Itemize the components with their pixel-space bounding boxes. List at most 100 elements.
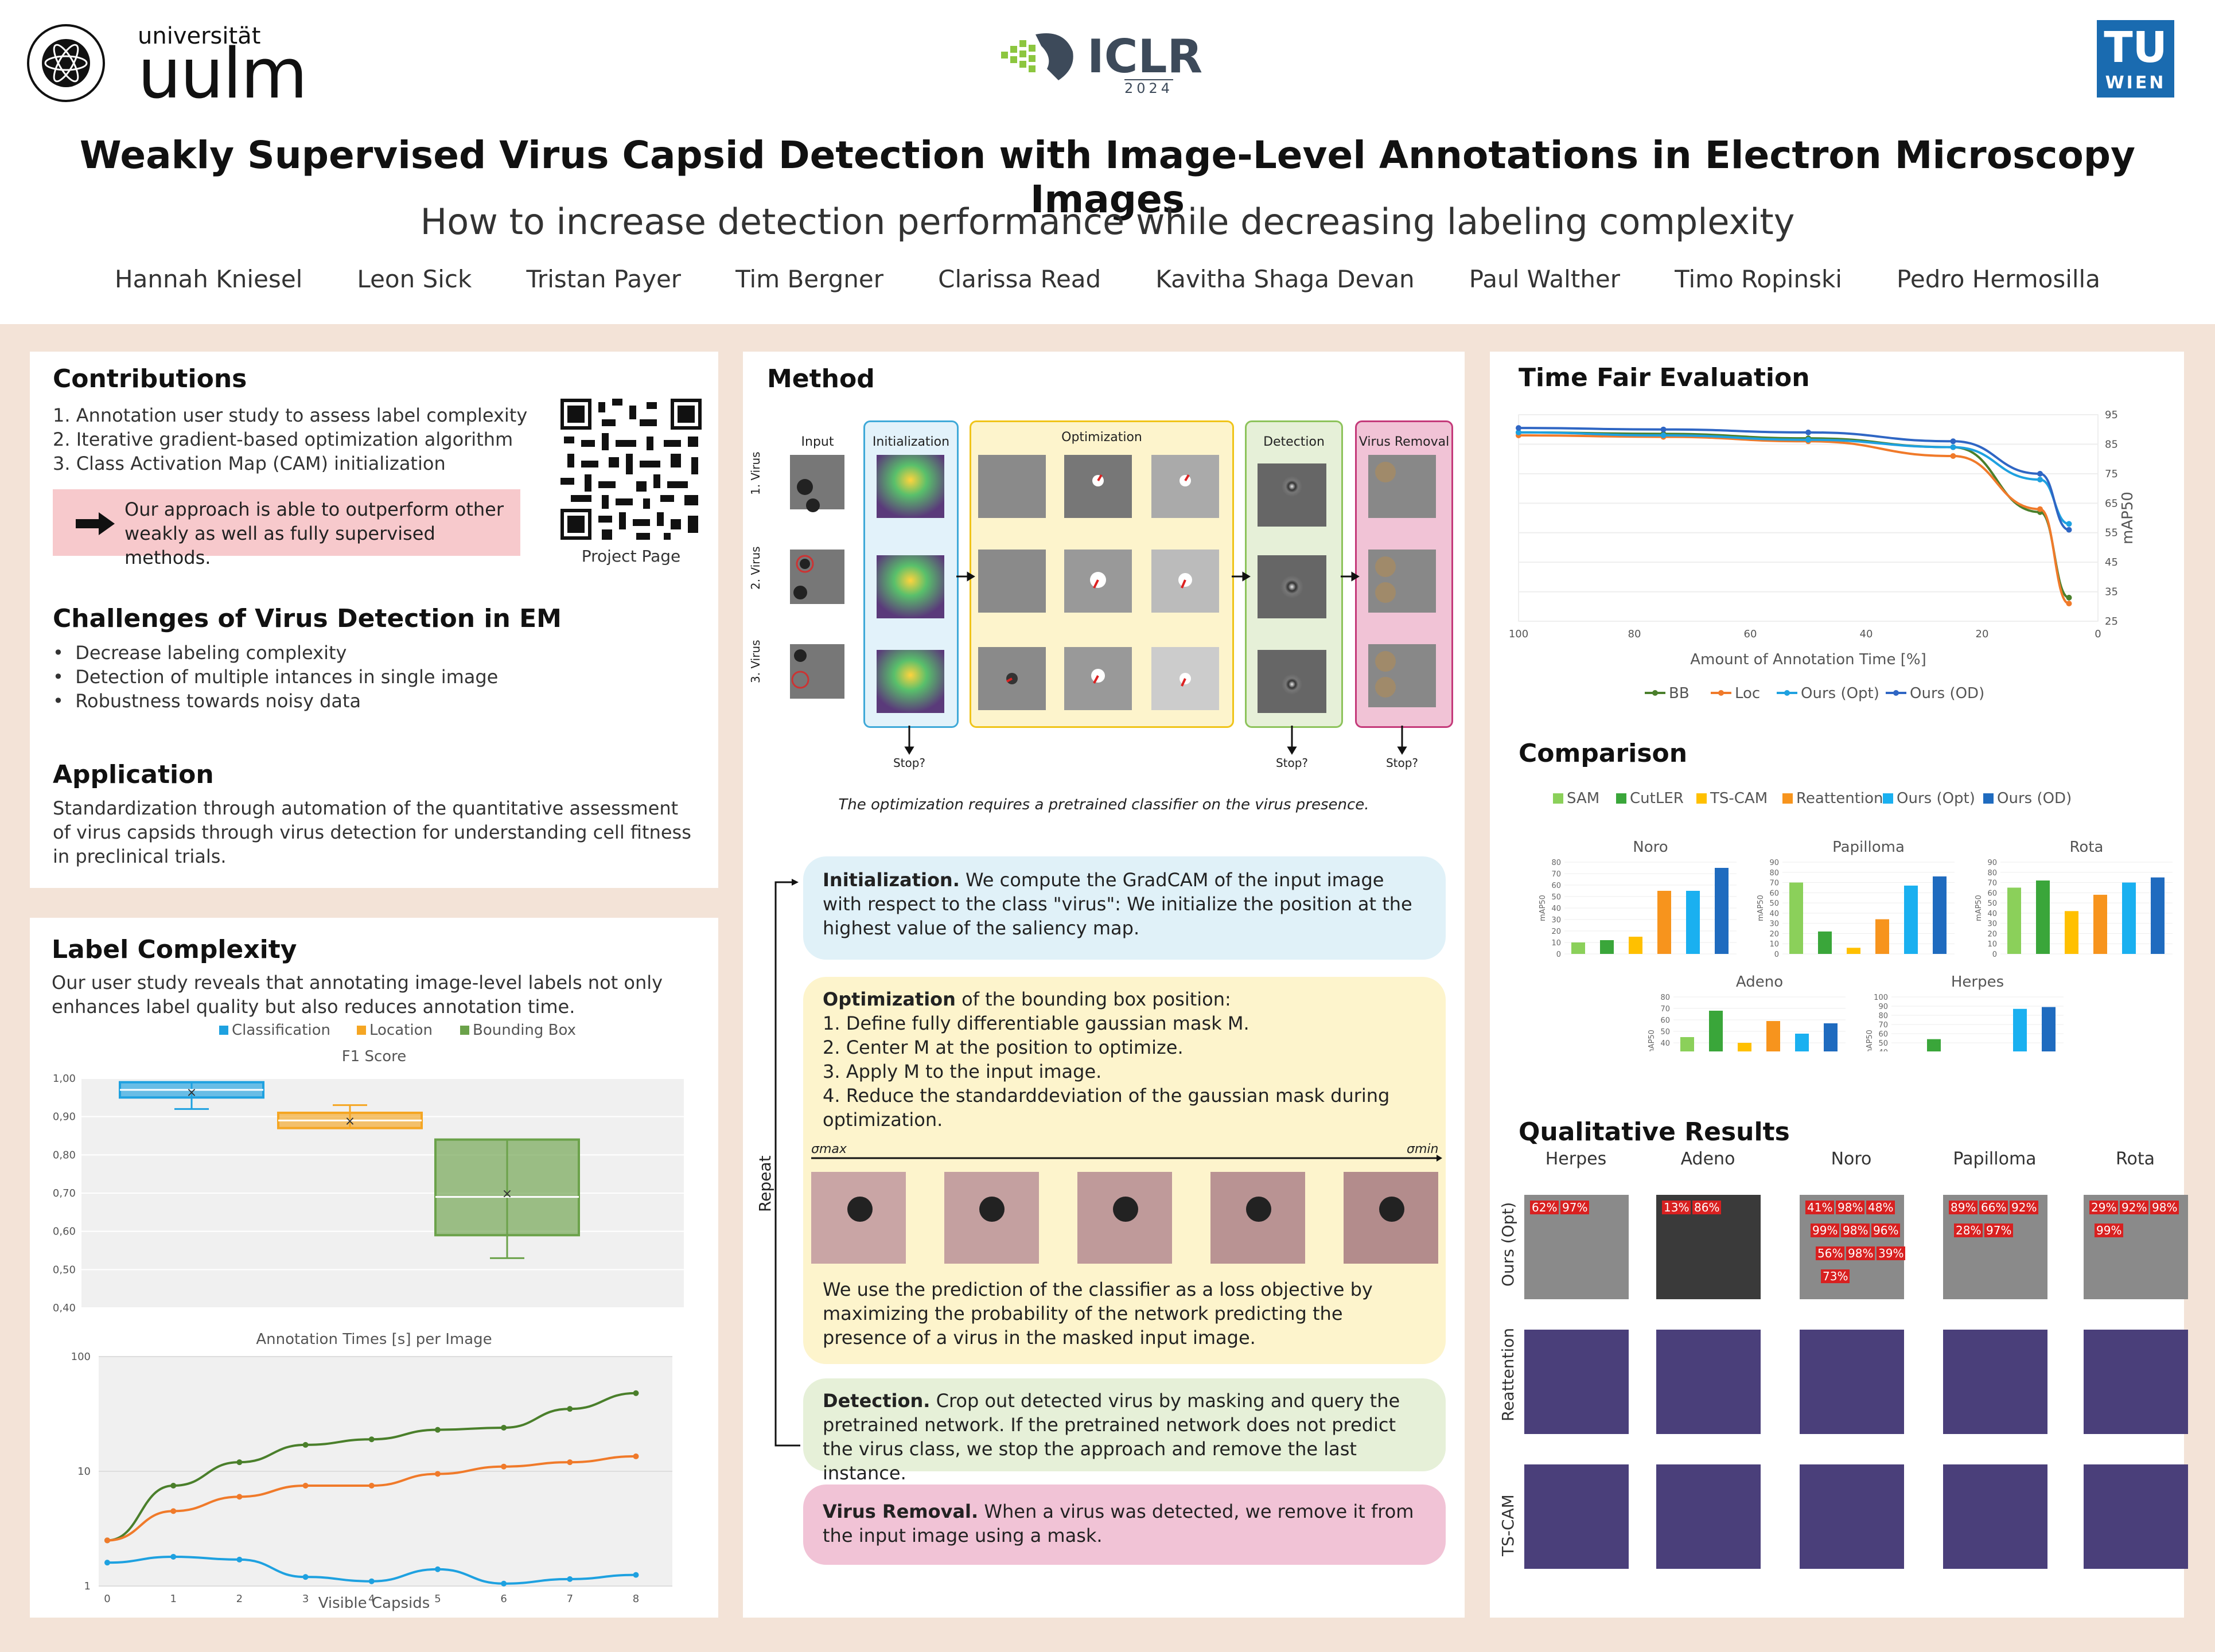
data-point: [567, 1459, 573, 1466]
data-point: [1805, 429, 1811, 435]
poster-subtitle: How to increase detection performance wh…: [420, 201, 1795, 243]
detection-confidence-label: 62%: [1530, 1201, 1559, 1214]
detection-confidence-label: 73%: [1821, 1269, 1850, 1283]
y-tick-label: 40: [1987, 910, 1997, 918]
author: Timo Ropinski: [1675, 265, 1842, 293]
opt-step-card: Optimization of the bounding box positio…: [803, 977, 1446, 1364]
bar: [1927, 1039, 1941, 1051]
qual-thumbnail: [1800, 1330, 1904, 1434]
bar: [2093, 894, 2107, 954]
rem-images: [1368, 455, 1436, 707]
data-point: [434, 1471, 441, 1477]
bar: [2122, 882, 2136, 954]
gradcam-images: [877, 455, 944, 713]
y-tick-label: 60: [1878, 1030, 1888, 1039]
y-tick-label: 60: [1769, 889, 1779, 898]
qual-thumbnail: 13% 86%: [1656, 1195, 1761, 1299]
init-step-card: Initialization. We compute the GradCAM o…: [803, 856, 1446, 960]
detection-confidence-label: 56%: [1816, 1246, 1845, 1260]
time-fair-line-chart: 95 85 75 65 55 45 35 25 100 80 60 40 20 0 mAP50 Amount …: [1509, 409, 2136, 702]
y-tick-label: 40: [1769, 910, 1779, 918]
y-tick-label: 70: [1987, 879, 1997, 888]
detection-confidence-label: 92%: [2010, 1201, 2039, 1214]
opt-images: [978, 455, 1219, 710]
y-tick-label: 80: [1987, 869, 1997, 878]
qual-thumbnail: [1656, 1464, 1761, 1569]
col-label-input: Input: [801, 435, 834, 449]
repeat-label: Repeat: [756, 1155, 774, 1212]
author: Paul Walther: [1469, 265, 1621, 293]
stop-label: Stop?: [1275, 756, 1309, 770]
legend-swatch: [357, 1026, 366, 1035]
qual-col-label: Noro: [1831, 1149, 1872, 1169]
poster-title: Weakly Supervised Virus Capsid Detection…: [79, 133, 2136, 221]
iclr-year: 2024: [1124, 79, 1174, 96]
box-mean-marker: ×: [186, 1085, 197, 1100]
y-tick-label: 0: [1992, 950, 1997, 959]
data-point: [236, 1494, 243, 1500]
data-point: [2066, 594, 2072, 601]
qualitative-heading: Qualitative Results: [1519, 1117, 1790, 1147]
y-axis-label: mAP50: [1866, 1030, 1874, 1051]
y-tick-label: 0: [1774, 950, 1779, 959]
bar: [2042, 1007, 2056, 1051]
legend-swatch: [219, 1026, 228, 1035]
opt-step-text: Optimization of the bounding box positio…: [823, 988, 1390, 1131]
det-step-text: Detection. Crop out detected virus by ma…: [823, 1390, 1400, 1484]
legend-swatch: [1983, 793, 1994, 804]
y-tick-label: 70: [1769, 879, 1779, 888]
data-point: [1660, 426, 1667, 433]
y-tick-label: 30: [1551, 916, 1561, 925]
data-point: [567, 1576, 573, 1582]
qual-thumbnail: [2084, 1330, 2188, 1434]
data-point: [170, 1508, 177, 1514]
data-point: [1950, 438, 1956, 445]
detection-confidence-label: 98%: [2150, 1201, 2179, 1214]
bar: [1738, 1043, 1751, 1051]
detection-confidence-label: 97%: [1560, 1201, 1590, 1214]
detection-confidence-label: 48%: [1866, 1201, 1895, 1214]
y-tick-label: 100: [1874, 993, 1888, 1002]
tu-wien-logo-line2: WIEN: [2105, 73, 2166, 93]
author: Hannah Kniesel: [115, 265, 303, 293]
y-tick-label: 40: [1551, 905, 1561, 913]
x-tick-label: 0: [2095, 628, 2101, 640]
bar: [1709, 1011, 1723, 1051]
method-diagram: Input Initialization Optimization Detect…: [743, 352, 1465, 799]
data-point: [1516, 425, 1521, 431]
data-point: [302, 1441, 309, 1448]
y-tick-label: 25: [2105, 615, 2118, 628]
data-point: [368, 1436, 375, 1443]
data-point: [633, 1390, 639, 1396]
data-point: [1516, 429, 1521, 435]
y-axis-label: mAP50: [2119, 492, 2136, 544]
data-point: [2066, 521, 2072, 527]
detection-confidence-label: 13%: [1662, 1201, 1691, 1214]
data-point: [302, 1482, 309, 1489]
chart-title: Papilloma: [1832, 839, 1905, 856]
y-axis-label: mAP50: [1757, 895, 1765, 921]
y-tick-label: 10: [77, 1466, 91, 1478]
sigma-sequence: [811, 1155, 1442, 1264]
y-tick-label: 60: [1660, 1016, 1670, 1025]
col-label-rem: Virus Removal: [1358, 435, 1450, 449]
data-point: [104, 1537, 110, 1544]
input-images: [790, 455, 844, 699]
detection-confidence-label: 89%: [1949, 1201, 1978, 1214]
qual-row-label: Ours (Opt): [1498, 1202, 1517, 1287]
legend-label: Ours (OD): [1997, 790, 2072, 807]
legend-label: Location: [369, 1022, 433, 1039]
qr-code-icon[interactable]: [560, 399, 702, 540]
qual-thumbnail: 41% 98% 48% 99% 98% 96% 56% 98% 39% 73%: [1800, 1195, 1906, 1299]
contributions-heading: Contributions: [53, 364, 247, 393]
method-heading: Method: [767, 364, 875, 393]
author: Kavitha Shaga Devan: [1155, 265, 1415, 293]
legend-swatch: [1553, 793, 1563, 804]
rem-step-card: Virus Removal. When a virus was detected…: [803, 1485, 1446, 1565]
arrow-right-icon: [76, 512, 115, 535]
y-tick-label: 1: [84, 1580, 91, 1592]
data-point: [2066, 601, 2072, 607]
y-tick-label: 10: [1769, 940, 1779, 949]
x-tick-label: 20: [1976, 628, 1989, 640]
x-tick-label: 1: [170, 1593, 176, 1605]
